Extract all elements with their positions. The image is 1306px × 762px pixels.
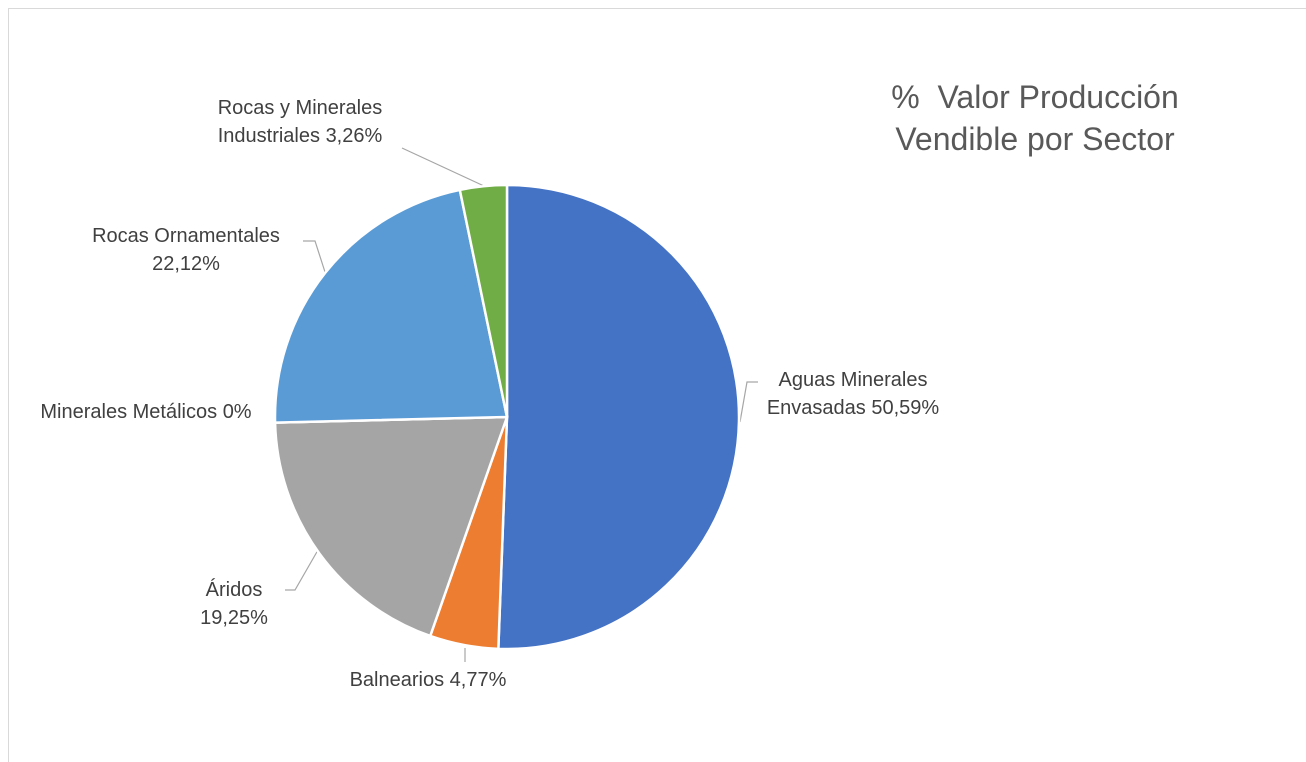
- value-label: 3,26%: [325, 125, 383, 147]
- value-label: 4,77%: [449, 669, 507, 691]
- category-label: Minerales Metálicos: [40, 401, 218, 423]
- category-label: Áridos: [205, 579, 263, 601]
- data-label: Rocas Ornamentales 22,12%: [56, 222, 316, 278]
- category-label: Rocas Ornamentales: [92, 225, 280, 247]
- leader-line: [739, 381, 758, 423]
- chart-border: [8, 8, 1306, 762]
- value-label: 50,59%: [871, 397, 940, 419]
- value-label: 0%: [222, 401, 252, 423]
- chart-title: % Valor Producción Vendible por Sector: [891, 79, 1188, 157]
- pie-slice: [273, 415, 509, 638]
- leader-line: [285, 549, 319, 591]
- category-label: Balnearios: [349, 669, 445, 691]
- data-label: Balnearios 4,77%: [348, 666, 508, 694]
- data-label: Áridos 19,25%: [184, 576, 284, 632]
- pie-slice: [458, 183, 509, 418]
- pie-slice: [497, 183, 741, 651]
- data-label: Rocas y Minerales Industriales 3,26%: [170, 94, 430, 150]
- data-label: Minerales Metálicos 0%: [26, 398, 266, 426]
- value-label: 19,25%: [200, 607, 268, 629]
- leader-line: [401, 147, 485, 187]
- data-label: Aguas Minerales Envasadas 50,59%: [753, 366, 953, 422]
- category-label: Rocas y Minerales Industriales: [217, 97, 383, 147]
- leader-line: [303, 240, 326, 273]
- category-label: Aguas Minerales Envasadas: [766, 369, 928, 419]
- value-label: 22,12%: [152, 253, 220, 275]
- pie-slice: [273, 188, 509, 424]
